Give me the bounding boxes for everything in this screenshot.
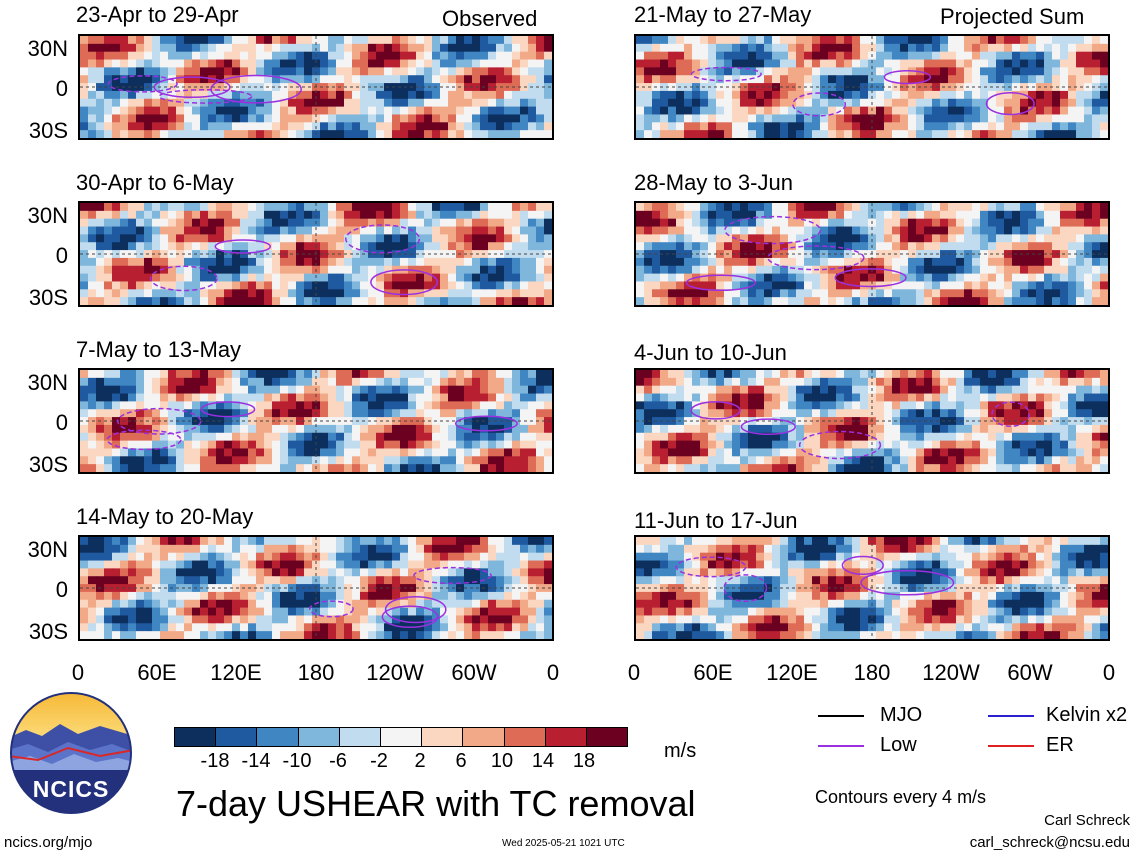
contour-note: Contours every 4 m/s [815, 787, 987, 807]
panel-title: 23-Apr to 29-Apr [76, 2, 239, 27]
colorbar-label: -10 [282, 750, 312, 772]
shear-field [80, 36, 552, 138]
legend-line-er [988, 745, 1034, 747]
lat-label: 30N [27, 537, 68, 562]
lon-label: 120E [210, 660, 262, 685]
lon-label: 60W [451, 660, 497, 685]
colorbar-swatch [586, 728, 628, 746]
colorbar-label: 18 [572, 750, 596, 772]
legend-line-mjo [818, 715, 864, 717]
lat-label: 30S [28, 619, 68, 644]
map-panel [634, 368, 1110, 474]
colorbar-label: -14 [241, 750, 271, 772]
lat-label: 30S [28, 285, 68, 310]
lon-label: 60W [1007, 660, 1053, 685]
legend-label: Low [880, 734, 917, 756]
lat-label: 0 [55, 577, 68, 602]
shear-field [636, 537, 1108, 639]
colorbar [174, 727, 628, 747]
lat-label: 30S [28, 118, 68, 143]
lon-label: 60E [137, 660, 177, 685]
map-panel [78, 368, 554, 474]
panel-tag-projected: Projected Sum [940, 4, 1085, 29]
colorbar-units: m/s [664, 740, 697, 762]
panel-title: 30-Apr to 6-May [76, 170, 234, 195]
footer-date: Wed 2025-05-21 1021 UTC [502, 838, 625, 849]
colorbar-swatch [422, 728, 464, 746]
colorbar-swatch [545, 728, 587, 746]
map-panel [78, 34, 554, 140]
lat-label: 30N [27, 370, 68, 395]
logo-text: NCICS [32, 776, 110, 802]
lon-label: 120E [766, 660, 818, 685]
legend-label: MJO [880, 704, 923, 726]
footer-site-link[interactable]: ncics.org/mjo [4, 834, 93, 851]
legend-line-low [818, 745, 864, 747]
lat-label: 0 [55, 76, 68, 101]
shear-field [636, 36, 1108, 138]
map-panel [634, 535, 1110, 641]
map-panel [78, 201, 554, 307]
panel-title: 14-May to 20-May [76, 504, 254, 529]
colorbar-label: 6 [455, 750, 467, 772]
lon-label: 0 [546, 660, 560, 685]
colorbar-swatch [298, 728, 340, 746]
lon-label: 0 [71, 660, 85, 685]
lat-label: 30N [27, 203, 68, 228]
shear-field [636, 370, 1108, 472]
author-email[interactable]: carl_schreck@ncsu.edu [969, 834, 1130, 851]
colorbar-label: 10 [490, 750, 514, 772]
colorbar-swatch [257, 728, 299, 746]
panel-title: 28-May to 3-Jun [634, 170, 793, 195]
colorbar-swatch [175, 728, 217, 746]
colorbar-label: -18 [200, 750, 230, 772]
lon-label: 180 [297, 660, 335, 685]
lon-label: 0 [1102, 660, 1116, 685]
main-title: 7-day USHEAR with TC removal [176, 783, 696, 824]
panel-tag-observed: Observed [442, 6, 538, 31]
colorbar-swatch [463, 728, 505, 746]
legend-label: Kelvin x2 [1046, 704, 1128, 726]
lat-label: 30N [27, 36, 68, 61]
lon-label: 0 [627, 660, 641, 685]
colorbar-label: -6 [329, 750, 347, 772]
colorbar-swatch [504, 728, 546, 746]
shear-field [636, 203, 1108, 305]
lat-label: 0 [55, 243, 68, 268]
shear-field [80, 370, 552, 472]
colorbar-swatch [339, 728, 381, 746]
lon-label: 180 [853, 660, 891, 685]
colorbar-label: 2 [414, 750, 426, 772]
panel-title: 11-Jun to 17-Jun [634, 508, 798, 533]
colorbar-label: -2 [370, 750, 388, 772]
panel-title: 4-Jun to 10-Jun [634, 340, 787, 365]
map-panel [634, 201, 1110, 307]
shear-field [80, 537, 552, 639]
lat-label: 0 [55, 410, 68, 435]
lat-label: 30S [28, 452, 68, 477]
panel-title: 21-May to 27-May [634, 2, 812, 27]
shear-field [80, 203, 552, 305]
author-name: Carl Schreck [1044, 812, 1130, 829]
colorbar-label: 14 [531, 750, 555, 772]
legend-label: ER [1046, 734, 1074, 756]
map-panel [78, 535, 554, 641]
lon-label: 60E [693, 660, 733, 685]
map-panel [634, 34, 1110, 140]
colorbar-swatch [380, 728, 423, 746]
lon-label: 120W [922, 660, 980, 685]
legend-line-kelvin [988, 715, 1034, 717]
ncics-logo: NCICS [8, 690, 134, 816]
lon-label: 120W [366, 660, 424, 685]
panel-title: 7-May to 13-May [76, 337, 242, 362]
colorbar-swatch [216, 728, 258, 746]
